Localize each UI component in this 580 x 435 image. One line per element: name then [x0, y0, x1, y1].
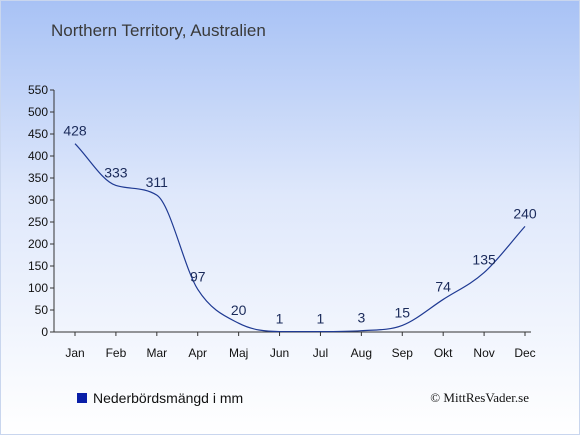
x-tick-label: Jun: [270, 346, 289, 360]
x-tick-label: Nov: [473, 346, 494, 360]
x-tick-label: Maj: [229, 346, 248, 360]
x-tick-label: Sep: [392, 346, 414, 360]
x-tick-label: Feb: [106, 346, 127, 360]
data-label: 15: [394, 304, 410, 320]
legend-label: Nederbördsmängd i mm: [93, 390, 244, 406]
data-label: 311: [146, 174, 169, 190]
data-label: 428: [63, 123, 87, 139]
data-label: 20: [231, 302, 247, 318]
y-tick-label: 550: [28, 83, 48, 97]
credit-text: © MittResVader.se: [430, 390, 529, 405]
data-label: 3: [357, 310, 365, 326]
x-tick-label: Mar: [146, 346, 167, 360]
data-label: 333: [104, 164, 128, 180]
y-tick-label: 200: [28, 237, 48, 251]
y-tick-label: 50: [35, 303, 49, 317]
legend-swatch: [77, 393, 87, 403]
x-tick-label: Apr: [188, 346, 207, 360]
y-tick-label: 400: [28, 149, 48, 163]
x-tick-label: Jan: [65, 346, 84, 360]
y-tick-label: 350: [28, 171, 48, 185]
precipitation-chart: 0 50 100 150 200 250 300 350 400 450 500 550 Jan Feb M…: [28, 83, 537, 360]
x-tick-label: Dec: [514, 346, 535, 360]
x-tick-label: Jul: [313, 346, 328, 360]
chart-title: Northern Territory, Australien: [51, 21, 266, 40]
data-label: 135: [472, 252, 496, 268]
y-tick-label: 450: [28, 127, 48, 141]
data-label: 1: [276, 311, 284, 327]
y-tick-label: 150: [28, 259, 48, 273]
series-line: [74, 143, 526, 333]
data-label: 1: [317, 311, 325, 327]
y-tick-label: 100: [28, 281, 48, 295]
data-label: 74: [435, 278, 451, 294]
y-tick-label: 250: [28, 215, 48, 229]
legend: Nederbördsmängd i mm: [77, 390, 243, 406]
x-tick-label: Okt: [434, 346, 453, 360]
y-tick-label: 300: [28, 193, 48, 207]
x-tick-label: Aug: [351, 346, 372, 360]
data-label: 97: [190, 268, 206, 284]
y-tick-label: 0: [41, 325, 48, 339]
y-tick-label: 500: [28, 105, 48, 119]
data-label: 240: [513, 205, 537, 221]
